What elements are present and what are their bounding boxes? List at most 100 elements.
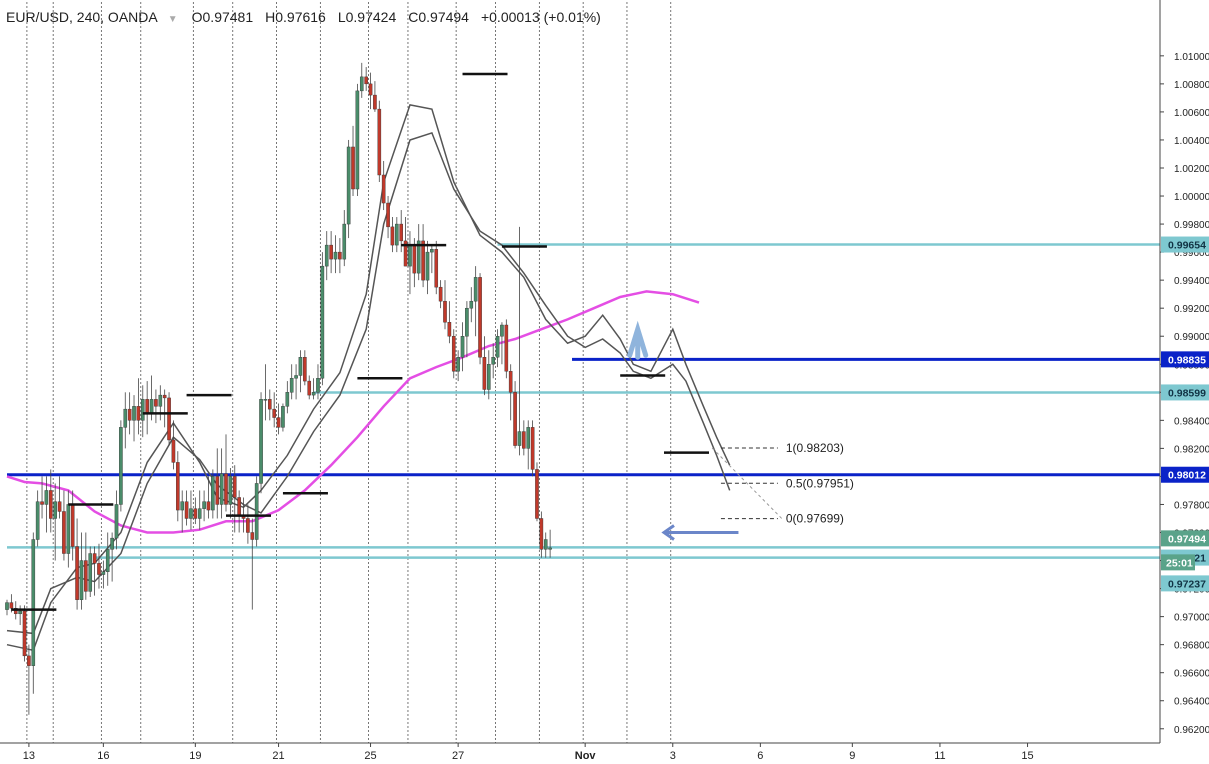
candle-body [114, 504, 119, 539]
time-axis[interactable]: 13 16 19 21 25 27 Nov 3 6 9 11 15 [0, 742, 1160, 762]
horizontal-levels[interactable] [7, 243, 1160, 559]
candle-body [27, 655, 31, 666]
ma-slow-line [6, 290, 700, 534]
symbol-title[interactable]: EUR/USD, 240, OANDA [6, 9, 158, 25]
fib-trend-line [711, 447, 783, 519]
candle-body [167, 397, 171, 441]
candle-body [412, 244, 417, 274]
candle-body [184, 501, 189, 519]
candle-body [276, 417, 281, 428]
candle-body [495, 336, 500, 358]
ma-fast-line [6, 104, 731, 652]
level-price-tag-bg [1161, 466, 1209, 483]
bar-markers [11, 72, 709, 611]
candle-body [268, 399, 272, 410]
candle-body [66, 504, 71, 554]
candle-body [543, 539, 548, 550]
price-tick-label: 0.99600 [1174, 248, 1209, 259]
candle-body [364, 76, 368, 85]
candle-body [456, 357, 460, 372]
candle-body [320, 265, 325, 379]
candle-body [421, 240, 425, 281]
candle-body [84, 560, 88, 592]
candle-body [119, 427, 123, 505]
candle-body [390, 226, 395, 246]
candle-body [333, 251, 338, 260]
price-tick-label: 1.00200 [1174, 164, 1209, 175]
candle-body [18, 610, 22, 615]
candle-body [338, 251, 342, 260]
candle-body [535, 469, 539, 519]
candle-body [53, 501, 57, 519]
price-tick-label: 1.00400 [1174, 136, 1209, 147]
candle-body [132, 406, 136, 421]
up-arrow-icon [627, 320, 649, 360]
price-axis[interactable]: 1.01000 1.00800 1.00600 1.00400 1.00200 1.000… [1159, 0, 1209, 743]
candle-body [508, 371, 513, 393]
price-tick-label: 0.99800 [1174, 220, 1209, 231]
candle-body [386, 202, 390, 228]
high-value: H0.97616 [265, 9, 326, 25]
price-tick-label: 1.00600 [1174, 108, 1209, 119]
candle-body [145, 399, 149, 414]
ma-mid-line [6, 131, 731, 635]
fib-level-label: 1(0.98203) [786, 441, 844, 455]
countdown-tag-bg [1161, 554, 1195, 571]
candle-body [206, 501, 211, 511]
candle-body [154, 399, 158, 407]
time-tick-label: 27 [452, 750, 464, 762]
price-tick-label: 0.96400 [1174, 697, 1209, 708]
candle-body [346, 146, 351, 225]
candle-body [416, 240, 421, 274]
time-tick-label: 19 [189, 750, 201, 762]
candle-body [75, 546, 79, 600]
candle-body [377, 108, 382, 176]
price-tick-label: 0.98400 [1174, 416, 1209, 427]
candle-body [31, 539, 36, 666]
candle-body [355, 90, 360, 190]
candle-body [281, 406, 285, 428]
candle-body [189, 508, 193, 519]
candle-body [219, 473, 224, 505]
level-price-tag: 0.98835 [1168, 354, 1206, 366]
candle-body [246, 518, 250, 533]
candle-body [460, 336, 465, 358]
candle-body [522, 431, 526, 449]
last-price-tag: 0.97494 [1168, 533, 1206, 545]
level-price-tag: 0.98012 [1168, 470, 1206, 482]
candle-body [395, 223, 399, 246]
fib-level-label: 0(0.97699) [786, 512, 844, 526]
candle-body [289, 378, 294, 393]
last-price-tag-bg [1161, 530, 1209, 547]
level-price-tag: 0.99654 [1168, 240, 1206, 252]
candle-body [215, 476, 220, 505]
candle-body [285, 392, 290, 407]
candle-body [368, 83, 373, 96]
candle-body [202, 501, 206, 509]
candle-body [434, 249, 439, 288]
candle-body [62, 511, 66, 554]
open-value: O0.97481 [191, 9, 254, 25]
candle-body [373, 94, 377, 110]
price-tick-label: 0.97000 [1174, 613, 1209, 624]
drawing-arrows[interactable] [627, 320, 739, 541]
fib-level-label: 0.5(0.97951) [786, 476, 854, 490]
candle-body [88, 553, 93, 592]
candle-body [504, 324, 509, 372]
candle-body [211, 476, 215, 511]
candle-body [237, 497, 241, 516]
dropdown-caret-icon[interactable]: ▼ [167, 14, 178, 25]
price-tick-label: 0.97800 [1174, 500, 1209, 511]
candle-body [526, 427, 531, 449]
candle-body [539, 518, 544, 550]
change-value: +0.00013 (+0.01%) [480, 9, 601, 25]
candle-body [329, 244, 333, 260]
fibonacci-retracement[interactable]: 1(0.98203) 0.5(0.97951) 0(0.97699) [711, 441, 854, 526]
candle-body [127, 408, 132, 421]
price-tags: 0.996540.988350.985990.980120.974210.972… [1161, 236, 1209, 592]
candle-body [517, 431, 522, 446]
price-tick-label: 0.96800 [1174, 641, 1209, 652]
candle-body [40, 501, 44, 505]
candle-body [443, 300, 447, 323]
